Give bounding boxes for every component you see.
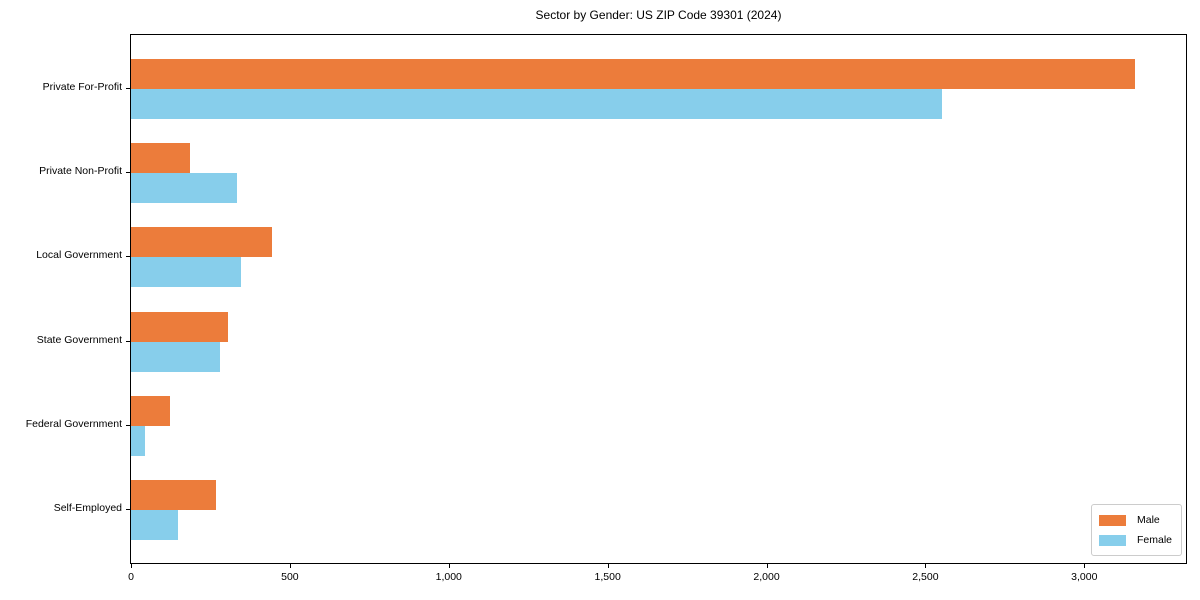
xtick-mark-2000 bbox=[766, 564, 768, 568]
xtick-label-500: 500 bbox=[281, 571, 299, 583]
xtick-label-3000: 3,000 bbox=[1071, 571, 1098, 583]
legend-entry-male: Male bbox=[1098, 510, 1172, 530]
bar-federal-government-female bbox=[131, 425, 145, 456]
legend: Male Female bbox=[1090, 504, 1182, 556]
ytick-label-local-government: Local Government bbox=[36, 249, 122, 262]
xtick-mark-1000 bbox=[448, 564, 450, 568]
ytick-label-self-employed: Self-Employed bbox=[53, 501, 122, 514]
ytick-label-private-non-profit: Private Non-Profit bbox=[39, 165, 122, 178]
bar-private-non-profit-male bbox=[131, 143, 191, 174]
ytick-mark-state-government bbox=[126, 340, 130, 342]
xtick-label-2000: 2,000 bbox=[753, 571, 780, 583]
legend-label-female: Female bbox=[1136, 534, 1172, 546]
bar-federal-government-male bbox=[131, 395, 171, 426]
legend-entry-female: Female bbox=[1098, 530, 1172, 550]
bar-self-employed-male bbox=[131, 479, 216, 510]
legend-swatch-female-icon bbox=[1098, 534, 1126, 546]
bar-local-government-female bbox=[131, 257, 241, 288]
ytick-label-federal-government: Federal Government bbox=[25, 417, 122, 430]
xtick-mark-3000 bbox=[1084, 564, 1086, 568]
xtick-label-1500: 1,500 bbox=[594, 571, 621, 583]
xtick-mark-0 bbox=[131, 564, 132, 568]
ytick-mark-self-employed bbox=[126, 508, 130, 510]
ytick-mark-federal-government bbox=[126, 424, 130, 426]
ytick-mark-private-for-profit bbox=[126, 88, 130, 90]
ytick-mark-private-non-profit bbox=[126, 172, 130, 174]
ytick-label-state-government: State Government bbox=[36, 333, 122, 346]
bar-self-employed-female bbox=[131, 509, 179, 540]
bar-state-government-female bbox=[131, 341, 220, 372]
xtick-label-0: 0 bbox=[128, 571, 134, 583]
bar-private-for-profit-male bbox=[131, 59, 1136, 90]
xtick-mark-1500 bbox=[607, 564, 609, 568]
bar-local-government-male bbox=[131, 227, 272, 258]
ytick-label-private-for-profit: Private For-Profit bbox=[42, 81, 122, 94]
xtick-label-1000: 1,000 bbox=[435, 571, 462, 583]
bar-state-government-male bbox=[131, 311, 228, 342]
xtick-mark-500 bbox=[289, 564, 291, 568]
legend-swatch-male-icon bbox=[1098, 514, 1126, 526]
legend-label-male: Male bbox=[1136, 514, 1160, 526]
bar-private-non-profit-female bbox=[131, 173, 237, 204]
bar-private-for-profit-female bbox=[131, 89, 943, 120]
plot-area: Male Female bbox=[130, 34, 1187, 564]
chart-title: Sector by Gender: US ZIP Code 39301 (202… bbox=[535, 8, 782, 22]
xtick-label-2500: 2,500 bbox=[912, 571, 939, 583]
xtick-mark-2500 bbox=[925, 564, 927, 568]
ytick-mark-local-government bbox=[126, 256, 130, 258]
